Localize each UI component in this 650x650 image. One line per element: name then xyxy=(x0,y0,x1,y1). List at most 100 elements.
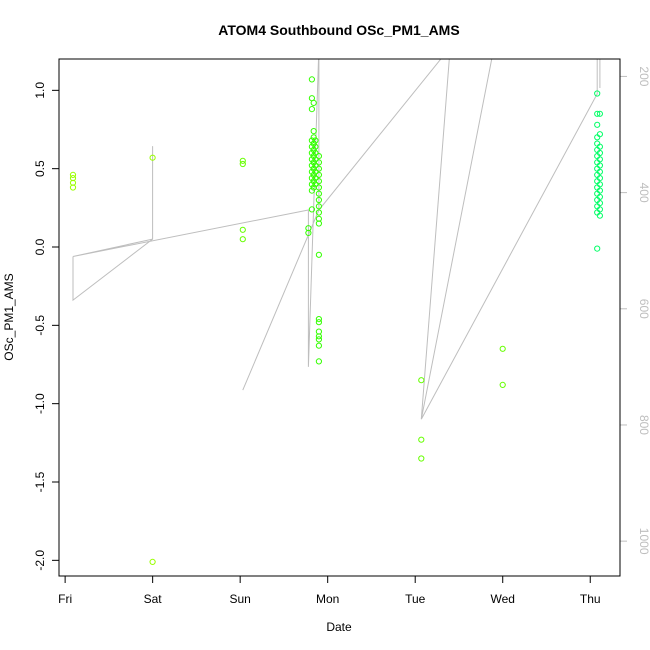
data-point-series-4 xyxy=(596,149,604,157)
data-point-series-3 xyxy=(312,162,319,169)
data-point-series-3 xyxy=(315,209,322,216)
track-line xyxy=(72,59,601,420)
data-point-series-4 xyxy=(596,143,604,150)
x-tick-label: Thu xyxy=(580,592,601,606)
data-point-series-3 xyxy=(315,316,322,323)
data-point-series-3 xyxy=(315,203,322,210)
data-point-series-4 xyxy=(596,168,604,175)
y-tick-label: 0.5 xyxy=(33,160,47,177)
data-point-series-3 xyxy=(312,137,319,144)
data-point-series-2 xyxy=(239,157,246,164)
x-tick-label: Tue xyxy=(405,592,426,606)
data-point-series-3 xyxy=(312,168,319,175)
data-point-series-3 xyxy=(308,206,315,213)
data-point-series-4 xyxy=(596,162,604,169)
data-point-series-4 xyxy=(596,212,604,219)
x-tick-label: Mon xyxy=(316,592,339,606)
data-point-series-3 xyxy=(308,149,315,157)
data-point-series-3 xyxy=(310,134,317,141)
data-point-series-3 xyxy=(310,140,317,147)
data-point-series-3 xyxy=(308,175,315,182)
data-point-series-3 xyxy=(315,190,322,197)
data-point-series-3 xyxy=(315,251,322,258)
y2-tick-label: 600 xyxy=(637,299,650,319)
data-point-series-3 xyxy=(315,358,322,365)
plot-frame xyxy=(58,58,621,577)
data-point-series-2 xyxy=(239,226,246,233)
y-tick-label: 0.0 xyxy=(33,238,47,255)
data-point-series-3 xyxy=(315,165,322,172)
data-point-series-4 xyxy=(596,156,604,163)
data-point-series-4 xyxy=(594,90,601,97)
data-point-series-4 xyxy=(596,131,604,138)
data-point-series-3 xyxy=(308,143,315,150)
y-tick-label: -1.5 xyxy=(33,471,47,492)
data-point-series-3 xyxy=(312,181,319,188)
data-point-series-3 xyxy=(308,156,315,163)
data-point-series-1 xyxy=(69,171,77,178)
y2-tick-label: 800 xyxy=(637,415,650,435)
x-tick-label: Sat xyxy=(144,592,163,606)
x-axis-label: Date xyxy=(326,620,352,634)
y-axis-label: OSc_PM1_AMS xyxy=(2,273,16,360)
data-point-series-3 xyxy=(308,187,315,194)
data-point-series-3 xyxy=(310,99,317,107)
data-point-series-4 xyxy=(596,181,604,188)
data-point-series-4 xyxy=(596,175,604,182)
data-point-series-4 xyxy=(596,110,604,117)
data-point-series-2 xyxy=(239,236,246,243)
data-point-series-3 xyxy=(308,162,315,169)
data-point-series-4 xyxy=(596,206,604,213)
data-point-series-3 xyxy=(308,106,315,113)
data-point-series-4 xyxy=(596,193,604,200)
track-line-layer xyxy=(72,59,601,420)
data-point-series-2 xyxy=(418,455,425,462)
data-point-series-3 xyxy=(315,342,322,349)
y-tick-label: -2.0 xyxy=(33,550,47,571)
data-point-series-3 xyxy=(312,149,319,157)
data-point-series-3 xyxy=(305,229,312,236)
data-point-series-3 xyxy=(308,76,315,83)
data-point-series-2 xyxy=(239,160,246,168)
data-point-series-3 xyxy=(315,336,322,343)
data-point-series-3 xyxy=(310,128,317,135)
data-point-series-3 xyxy=(315,333,322,340)
y2-tick-label: 200 xyxy=(637,66,650,86)
data-point-series-2 xyxy=(499,345,506,352)
data-point-series-3 xyxy=(315,178,322,185)
data-point-series-3 xyxy=(315,328,322,335)
data-point-series-1 xyxy=(149,154,156,161)
data-point-series-4 xyxy=(596,200,604,207)
y-tick-label: -0.5 xyxy=(33,315,47,336)
data-point-series-3 xyxy=(315,196,322,204)
data-point-series-2 xyxy=(418,436,425,443)
data-point-series-4 xyxy=(594,245,601,252)
data-point-series-3 xyxy=(315,184,322,191)
data-point-series-3 xyxy=(315,220,322,227)
data-point-series-3 xyxy=(315,319,322,326)
x-tick-label: Wed xyxy=(490,592,514,606)
data-point-series-3 xyxy=(308,168,315,175)
x-tick-label: Fri xyxy=(58,592,72,606)
data-point-series-3 xyxy=(315,153,322,160)
data-point-series-4 xyxy=(594,110,601,117)
y-tick-label: -1.0 xyxy=(33,393,47,414)
data-point-series-3 xyxy=(308,181,315,188)
chart-title: ATOM4 Southbound OSc_PM1_AMS xyxy=(218,22,459,38)
data-point-series-3 xyxy=(315,159,322,166)
data-point-series-2 xyxy=(418,377,425,384)
data-point-series-4 xyxy=(594,121,601,128)
y2-tick-label: 400 xyxy=(637,183,650,203)
y2-tick-label: 1000 xyxy=(637,528,650,555)
data-point-series-4 xyxy=(596,187,604,194)
axes-layer: Fri Sat Sun Mon Tue Wed Thu -2.0 -1.5 -1.0 -0.5 0.0… xyxy=(33,66,650,606)
data-point-series-3 xyxy=(312,156,319,163)
data-point-series-3 xyxy=(315,171,322,178)
data-points-layer xyxy=(69,76,604,566)
data-point-series-2 xyxy=(499,381,506,388)
data-point-series-3 xyxy=(312,143,319,150)
data-point-series-1 xyxy=(149,558,156,566)
data-point-series-3 xyxy=(308,137,315,144)
data-point-series-3 xyxy=(310,146,317,153)
